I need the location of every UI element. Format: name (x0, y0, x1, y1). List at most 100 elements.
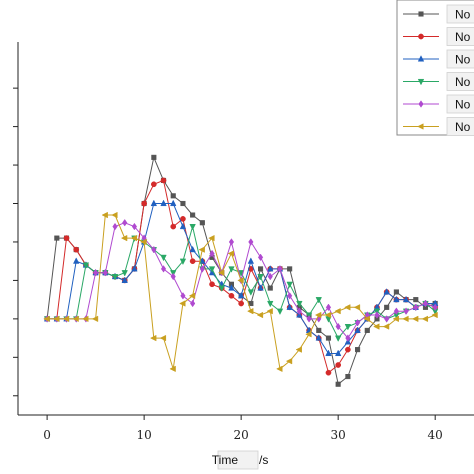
data-point (72, 315, 79, 323)
data-point (373, 323, 380, 330)
data-point (345, 373, 351, 380)
data-point (237, 277, 244, 284)
data-point (267, 265, 274, 272)
data-point (363, 315, 370, 323)
data-point (296, 300, 303, 308)
data-point (190, 212, 196, 218)
data-point (150, 199, 158, 207)
x-axis-unit: /s (259, 453, 268, 467)
data-point (345, 346, 351, 353)
data-point (101, 211, 108, 219)
data-point (393, 289, 399, 295)
data-point (160, 265, 167, 273)
data-point (121, 276, 128, 283)
data-point (112, 222, 118, 231)
data-point (179, 300, 186, 307)
data-point (276, 308, 284, 316)
data-point (237, 291, 245, 299)
data-point (180, 292, 186, 300)
data-point (120, 234, 128, 242)
data-point (334, 335, 342, 342)
legend-marker (418, 11, 424, 17)
data-point (93, 268, 99, 277)
data-point (345, 334, 351, 342)
x-tick-label: 10 (136, 428, 151, 442)
data-point (189, 258, 196, 265)
data-point (208, 234, 215, 242)
legend-marker (417, 123, 424, 130)
data-point (325, 369, 332, 376)
data-point (413, 297, 419, 303)
data-point (422, 299, 429, 308)
data-point (353, 304, 361, 311)
data-point (335, 381, 341, 387)
data-point (150, 181, 157, 188)
data-point (63, 235, 70, 241)
data-point (392, 315, 399, 323)
data-point (344, 324, 352, 331)
legend: No No No No No No (396, 0, 474, 136)
data-point (286, 303, 293, 310)
data-point (334, 349, 342, 357)
data-point (364, 327, 370, 333)
data-point (82, 315, 89, 323)
legend-label-box (446, 27, 474, 46)
data-point (217, 269, 225, 276)
data-point (314, 311, 322, 319)
data-point (199, 265, 205, 273)
legend-item: No (403, 94, 474, 114)
data-point (295, 346, 302, 353)
data-point (160, 199, 167, 207)
data-point (324, 311, 332, 319)
data-point (102, 268, 108, 277)
data-point (334, 307, 341, 315)
data-point (296, 307, 302, 315)
legend-label-box (446, 117, 474, 136)
data-point (277, 265, 283, 273)
data-point (354, 318, 361, 327)
data-point (257, 284, 264, 291)
legend-label-box (446, 49, 474, 69)
data-point (141, 200, 147, 207)
data-point (413, 303, 419, 312)
data-point (160, 254, 167, 262)
x-tick-label: 20 (234, 428, 249, 442)
data-point (209, 281, 215, 288)
data-point (325, 303, 332, 312)
data-point (122, 218, 128, 227)
data-point (421, 315, 429, 323)
data-point (227, 250, 234, 257)
data-point (199, 220, 205, 226)
legend-label-box (446, 72, 474, 91)
axes: 0 10 20 30 40 (13, 42, 474, 442)
data-point (111, 211, 118, 219)
data-point (130, 234, 137, 242)
data-point (305, 331, 312, 338)
data-point (384, 315, 390, 323)
data-point (170, 272, 176, 281)
data-point (383, 288, 390, 295)
legend-marker (418, 33, 424, 40)
data-point (131, 265, 138, 272)
legend-label: No (455, 120, 471, 134)
data-point (287, 292, 293, 300)
data-point (43, 315, 50, 323)
data-point (257, 274, 264, 281)
data-point (344, 304, 351, 311)
data-point (170, 223, 177, 230)
legend-marker (417, 78, 425, 86)
data-point (402, 315, 409, 323)
data-point (190, 299, 196, 308)
data-point (208, 266, 216, 273)
data-point (432, 303, 438, 312)
legend-marker (417, 55, 425, 62)
data-point (180, 216, 186, 222)
data-point (54, 235, 60, 241)
data-point (121, 270, 128, 277)
data-point (286, 281, 293, 289)
data-point (267, 285, 273, 291)
data-point (325, 335, 332, 341)
legend-label-box (446, 94, 474, 114)
data-point (315, 297, 322, 304)
